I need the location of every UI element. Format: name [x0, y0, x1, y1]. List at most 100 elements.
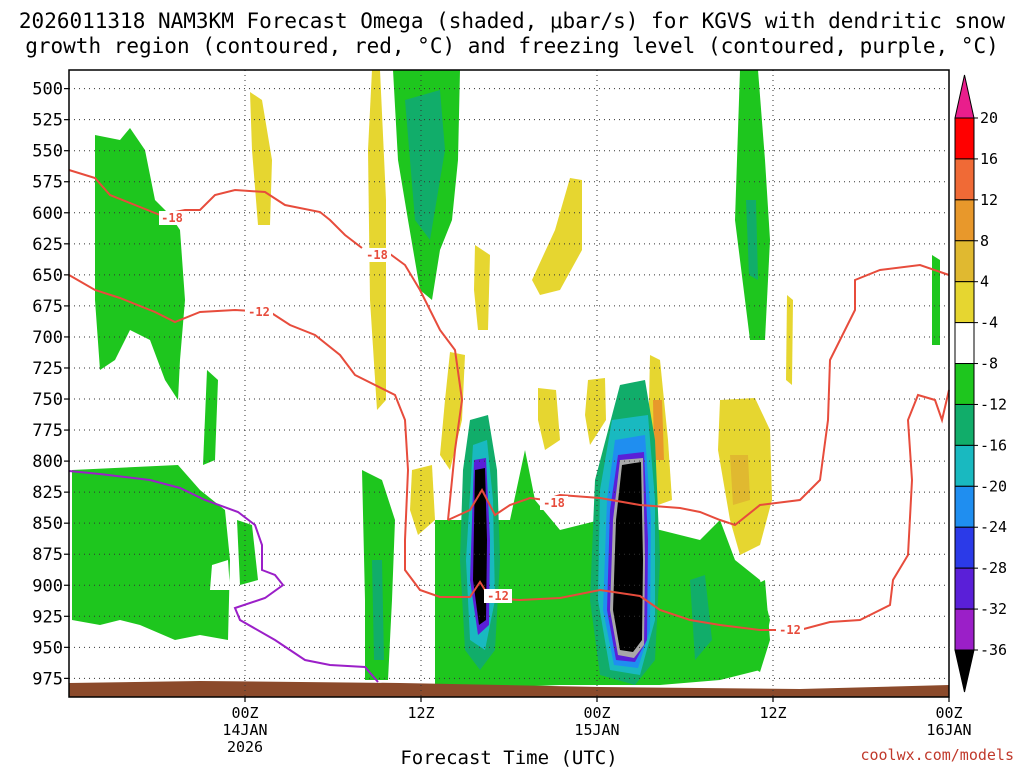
y-tick-label: 775 — [32, 421, 63, 441]
x-tick-label: 12Z — [407, 704, 434, 722]
freezing-level-contour — [68, 470, 379, 683]
y-tick-label: 850 — [32, 514, 63, 534]
chart-title-line2: growth region (contoured, red, °C) and f… — [25, 34, 999, 58]
colorbar-swatch — [954, 281, 975, 324]
contour-minus18-lower — [447, 263, 950, 527]
y-tick-label: 625 — [32, 235, 63, 255]
omega-region — [538, 388, 560, 450]
contour-label-minus12: -12 — [779, 623, 801, 637]
colorbar-tick-label: -28 — [980, 559, 1007, 577]
y-tick-label: 600 — [32, 204, 63, 224]
y-tick-label: 900 — [32, 576, 63, 596]
omega-region — [474, 245, 490, 330]
colorbar-top-arrow — [954, 74, 975, 119]
colorbar-tick-label: -8 — [980, 355, 998, 373]
y-tick-label: 750 — [32, 390, 63, 410]
y-tick-label: 950 — [32, 638, 63, 658]
x-axis-title: Forecast Time (UTC) — [400, 747, 617, 768]
colorbar-tick-label: 16 — [980, 150, 998, 168]
contour-label-bg — [245, 305, 273, 319]
x-tick-label: 00Z — [935, 704, 962, 722]
colorbar: 20 16 12 8 4 -4 -8 -12 -16 -20 -24 -28 -32 -36 — [954, 74, 1007, 693]
y-tick-label: 525 — [32, 111, 63, 131]
y-tick-label: 550 — [32, 142, 63, 162]
colorbar-swatch — [954, 526, 975, 569]
contour-label-bg — [484, 589, 512, 603]
colorbar-tick-label: -20 — [980, 477, 1007, 495]
colorbar-swatch — [954, 158, 975, 201]
colorbar-tick-label: 20 — [980, 109, 998, 127]
colorbar-swatch — [954, 199, 975, 242]
omega-region — [613, 462, 643, 652]
contour-label-minus18: -18 — [161, 211, 183, 225]
colorbar-swatch — [954, 403, 975, 446]
y-tick-label: 875 — [32, 545, 63, 565]
omega-region — [237, 520, 258, 585]
x-tick-date: 16JAN — [926, 721, 971, 739]
y-tick-label: 650 — [32, 266, 63, 286]
contour-label-bg — [540, 496, 568, 510]
omega-region — [203, 370, 218, 465]
credit-text: coolwx.com/models — [860, 746, 1014, 764]
omega-region — [653, 400, 664, 460]
omega-region — [372, 560, 384, 660]
y-tick-label: 925 — [32, 607, 63, 627]
contour-minus18-upper-mid — [389, 253, 464, 521]
colorbar-swatch — [954, 322, 975, 365]
colorbar-swatch — [954, 240, 975, 283]
colorbar-tick-label: -24 — [980, 518, 1007, 536]
y-tick-label: 700 — [32, 328, 63, 348]
colorbar-tick-label: -12 — [980, 395, 1007, 413]
y-tick-label: 800 — [32, 452, 63, 472]
y-tick-label: 575 — [32, 173, 63, 193]
omega-region — [95, 128, 185, 400]
omega-region — [585, 378, 606, 445]
colorbar-swatch — [954, 567, 975, 610]
y-axis: 500 525 550 575 600 625 650 675 700 725 750 775 800 8… — [32, 80, 69, 689]
colorbar-tick-label: 8 — [980, 232, 989, 250]
contour-label-bg — [159, 211, 185, 225]
colorbar-swatch — [954, 117, 975, 160]
x-tick-label: 00Z — [583, 704, 610, 722]
y-tick-label: 975 — [32, 669, 63, 689]
colorbar-tick-label: 12 — [980, 191, 998, 209]
omega-region — [745, 580, 770, 672]
x-tick-label: 12Z — [759, 704, 786, 722]
colorbar-swatch — [954, 363, 975, 405]
contour-label-minus18: -18 — [366, 248, 388, 262]
omega-region — [932, 255, 940, 345]
omega-region — [532, 178, 582, 295]
x-tick-date: 14JAN — [222, 721, 267, 739]
chart-title-line1: 2026011318 NAM3KM Forecast Omega (shaded… — [19, 9, 1006, 33]
contour-label-bg — [363, 248, 391, 262]
contour-minus18-upper-left — [68, 169, 363, 249]
colorbar-tick-label: -16 — [980, 436, 1007, 454]
x-tick-label: 00Z — [231, 704, 258, 722]
omega-region — [746, 200, 758, 280]
omega-region — [410, 465, 435, 535]
omega-region — [368, 70, 386, 410]
terrain — [69, 681, 949, 697]
colorbar-bottom-arrow — [954, 649, 975, 693]
contour-labels: -18 -18 -18 -12 -12 -12 — [159, 211, 804, 637]
plot-area: -18 -18 -18 -12 -12 -12 — [68, 69, 950, 698]
y-tick-label: 675 — [32, 297, 63, 317]
y-tick-label: 500 — [32, 80, 63, 100]
omega-region — [690, 575, 712, 660]
plot-frame — [68, 69, 950, 698]
contour-label-minus12: -12 — [487, 589, 509, 603]
grid — [69, 70, 950, 697]
x-tick-year: 2026 — [227, 738, 263, 756]
colorbar-swatch — [954, 608, 975, 651]
colorbar-swatch — [954, 485, 975, 528]
contour-label-minus18: -18 — [543, 496, 565, 510]
y-tick-label: 725 — [32, 359, 63, 379]
omega-shading — [72, 70, 940, 688]
omega-region — [210, 560, 230, 590]
omega-region — [405, 90, 445, 240]
colorbar-tick-label: -32 — [980, 600, 1007, 618]
colorbar-tick-label: -4 — [980, 314, 998, 332]
x-tick-date: 15JAN — [574, 721, 619, 739]
